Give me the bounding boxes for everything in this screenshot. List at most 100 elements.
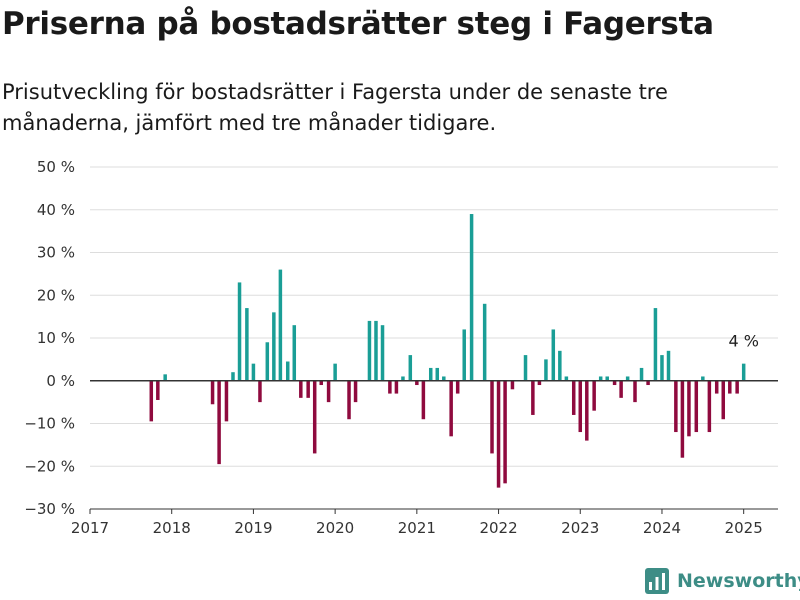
bar <box>347 380 351 420</box>
bar <box>680 380 685 458</box>
bar <box>503 380 507 484</box>
x-tick-label: 2022 <box>479 519 517 537</box>
bar <box>231 372 235 381</box>
bar <box>619 380 623 398</box>
bar <box>210 380 215 405</box>
bar <box>292 325 297 381</box>
bar <box>272 312 276 381</box>
bar <box>701 376 705 381</box>
bar <box>428 367 433 381</box>
bar <box>578 380 583 433</box>
bar <box>531 380 535 415</box>
y-tick-label: 0 % <box>46 372 75 390</box>
bar <box>455 380 460 394</box>
y-tick-label: −30 % <box>24 500 75 518</box>
x-tick-label: 2023 <box>561 519 599 537</box>
bar <box>482 303 487 381</box>
bar <box>224 380 229 422</box>
bar <box>592 380 596 411</box>
y-tick-label: 50 % <box>37 158 75 176</box>
bar <box>326 380 331 403</box>
bar <box>605 376 609 381</box>
bar <box>449 380 453 437</box>
chart-subtitle: Prisutveckling för bostadsrätter i Fager… <box>2 80 668 135</box>
bar-chart-logo-icon <box>645 568 669 594</box>
bar <box>687 380 691 437</box>
bar <box>401 376 405 381</box>
bar <box>319 380 323 386</box>
y-tick-label: 20 % <box>37 286 75 304</box>
bar <box>278 269 283 381</box>
x-tick-label: 2024 <box>643 519 681 537</box>
x-tick-label: 2018 <box>153 519 191 537</box>
bar <box>633 380 637 403</box>
bar <box>714 380 719 394</box>
brand: Newsworthy <box>645 568 800 594</box>
bar <box>598 376 603 381</box>
bar <box>245 308 249 381</box>
bar <box>333 363 337 381</box>
bar <box>374 320 378 381</box>
bar <box>496 380 501 488</box>
bar <box>537 380 542 386</box>
bar <box>217 380 221 465</box>
bar <box>380 325 385 381</box>
bar <box>285 361 290 381</box>
bar <box>367 320 372 381</box>
x-tick-label: 2020 <box>316 519 354 537</box>
bar <box>523 355 528 381</box>
bar <box>625 376 630 381</box>
bar <box>707 380 712 433</box>
brand-name: Newsworthy <box>677 570 800 592</box>
bar <box>353 380 358 403</box>
bar <box>237 282 242 381</box>
y-tick-label: −10 % <box>24 415 75 433</box>
bar <box>156 380 160 400</box>
bar <box>163 374 167 381</box>
y-tick-label: 40 % <box>37 201 75 219</box>
bar <box>653 308 658 381</box>
bar <box>149 380 154 422</box>
bar <box>544 359 548 381</box>
bar <box>306 380 310 398</box>
bar <box>435 367 440 381</box>
bar <box>265 342 270 381</box>
bar <box>741 363 746 381</box>
bar <box>312 380 317 454</box>
bar <box>394 380 399 394</box>
bar <box>660 355 664 381</box>
bar <box>469 214 474 381</box>
y-tick-label: 10 % <box>37 329 75 347</box>
bar <box>551 329 556 381</box>
bar <box>646 380 650 386</box>
bar <box>694 380 699 433</box>
bar <box>415 380 419 386</box>
bar <box>490 380 494 454</box>
bar <box>299 380 303 398</box>
bar <box>462 329 466 381</box>
x-tick-label: 2021 <box>398 519 436 537</box>
x-tick-label: 2025 <box>725 519 763 537</box>
bar <box>558 350 562 381</box>
bar <box>612 380 617 386</box>
bar <box>421 380 426 420</box>
bar <box>721 380 726 420</box>
bar <box>639 367 644 381</box>
bar <box>442 376 446 381</box>
bar <box>564 376 569 381</box>
bar <box>585 380 589 441</box>
y-tick-label: 30 % <box>37 244 75 262</box>
chart-title: Priserna på bostadsrätter steg i Fagerst… <box>2 6 714 42</box>
bar <box>251 363 256 381</box>
bar <box>388 380 392 394</box>
bar <box>510 380 515 390</box>
bar <box>728 380 732 394</box>
x-tick-label: 2019 <box>234 519 272 537</box>
bar <box>735 380 739 394</box>
annotation-label: 4 % <box>728 332 758 351</box>
bar <box>571 380 576 415</box>
bar <box>666 350 671 381</box>
bar <box>674 380 678 433</box>
bar <box>408 355 413 381</box>
